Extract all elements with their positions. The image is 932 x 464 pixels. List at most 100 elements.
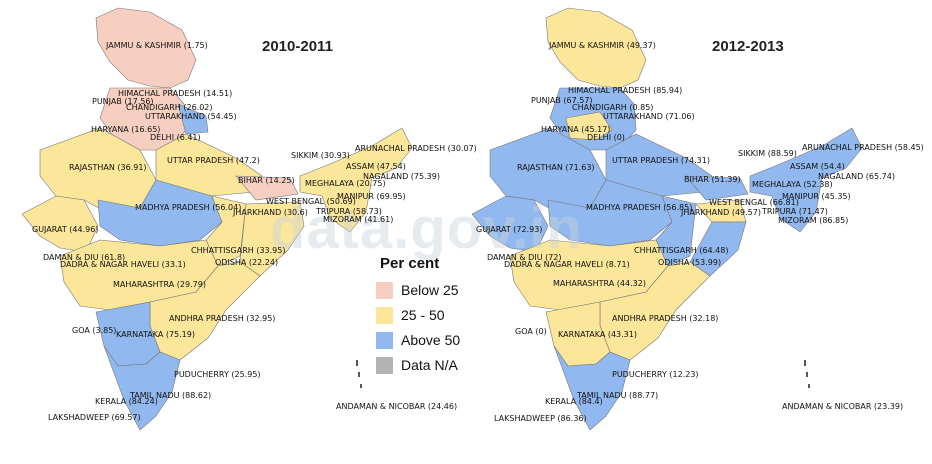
label-tamil-nadu-2012: TAMIL NADU (88.77) [577, 391, 659, 400]
label-daman-diu-2010: DAMAN & DIU (61.8) [43, 253, 126, 262]
label-assam-2010: ASSAM (47.54) [346, 162, 406, 171]
label-jharkhand-2012: JHARKHAND (49.57) [681, 208, 761, 217]
legend-item-25-50: 25 - 50 [376, 305, 486, 325]
region-south-2010 [103, 345, 181, 431]
label-daman-diu-2012: DAMAN & DIU (72) [487, 253, 562, 262]
label-madhya-pradesh-2012: MADHYA PRADESH (56.85) [586, 203, 693, 212]
label-dadra-nagar-haveli-2012: DADRA & NAGAR HAVELI (8.71) [504, 260, 630, 269]
label-kerala-2010: KERALA (84.24) [95, 397, 158, 406]
label-punjab-2010: PUNJAB (17.56) [92, 97, 154, 106]
label-assam-2012: ASSAM (54.4) [790, 162, 845, 171]
region-haryana-2012 [565, 111, 613, 141]
label-manipur-2012: MANIPUR (45.35) [782, 192, 851, 201]
region-ne-2012 [749, 127, 863, 233]
label-lakshadweep-2010: LAKSHADWEEP (69.57) [48, 413, 141, 422]
label-tamil-nadu-2010: TAMIL NADU (88.62) [130, 391, 212, 400]
map-title-2010-2011: 2010-2011 [262, 38, 333, 55]
legend-item-data-na: Data N/A [376, 355, 486, 375]
region-uttarakhand-2010 [177, 103, 209, 135]
region-mp-2010 [97, 179, 223, 247]
label-himachal-2010: HIMACHAL PRADESH (14.51) [118, 89, 233, 98]
legend-item-above-50: Above 50 [376, 330, 486, 350]
label-karnataka-2010: KARNATAKA (75.19) [116, 330, 195, 339]
region-bihar-2012 [685, 175, 749, 201]
label-goa-2012: GOA (0) [515, 327, 547, 336]
legend-label-below-25: Below 25 [401, 282, 459, 298]
label-lakshadweep-2012: LAKSHADWEEP (86.36) [494, 414, 587, 423]
label-uttarakhand-2010: UTTARAKHAND (54.45) [145, 112, 237, 121]
label-goa-2010: GOA (3.85) [72, 326, 117, 335]
legend-item-below-25: Below 25 [376, 280, 486, 300]
label-jammu-kashmir-2010: JAMMU & KASHMIR (1.75) [106, 41, 208, 50]
label-manipur-2010: MANIPUR (69.95) [337, 192, 406, 201]
label-uttar-pradesh-2010: UTTAR PRADESH (47.2) [167, 156, 260, 165]
label-meghalaya-2010: MEGHALAYA (20.75) [305, 179, 386, 188]
label-jammu-kashmir-2012: JAMMU & KASHMIR (49.37) [549, 41, 656, 50]
label-andhra-pradesh-2012: ANDHRA PRADESH (32.18) [612, 314, 719, 323]
swatch-data-na [376, 356, 393, 374]
label-bihar-2012: BIHAR (51.39) [684, 175, 741, 184]
label-nagaland-2012: NAGALAND (65.74) [818, 172, 895, 181]
region-bihar-2010 [235, 175, 299, 201]
label-uttar-pradesh-2012: UTTAR PRADESH (74.31) [612, 156, 710, 165]
label-punjab-2012: PUNJAB (67.57) [531, 96, 593, 105]
legend-label-above-50: Above 50 [401, 332, 461, 348]
label-arunachal-2012: ARUNACHAL PRADESH (58.45) [802, 143, 924, 152]
label-west-bengal-2012: WEST BENGAL (66.81) [709, 198, 799, 207]
label-uttarakhand-2012: UTTARAKHAND (71.06) [603, 112, 695, 121]
label-chandigarh-2012: CHANDIGARH (0.85) [572, 103, 654, 112]
label-andhra-pradesh-2010: ANDHRA PRADESH (32.95) [169, 314, 276, 323]
label-meghalaya-2012: MEGHALAYA (52.38) [752, 180, 833, 189]
legend: Per cent Below 25 25 - 50 Above 50 Data … [376, 255, 486, 380]
label-puducherry-2012: PUDUCHERRY (12.23) [612, 370, 699, 379]
region-gujarat-2010 [21, 195, 99, 253]
label-nagaland-2010: NAGALAND (75.39) [363, 172, 440, 181]
region-mp-2012 [547, 179, 673, 247]
region-gujarat-2012 [471, 195, 549, 253]
label-himachal-2012: HIMACHAL PRADESH (85.94) [568, 86, 683, 95]
label-andaman-nicobar-2010: ANDAMAN & NICOBAR (24.46) [336, 402, 458, 411]
label-gujarat-2010: GUJARAT (44.96) [32, 225, 99, 234]
andaman-islands [356, 360, 810, 388]
legend-label-data-na: Data N/A [401, 357, 458, 373]
label-delhi-2012: DELHI (0) [587, 133, 625, 142]
map-title-2012-2013: 2012-2013 [712, 38, 784, 55]
label-karnataka-2012: KARNATAKA (43.31) [558, 330, 637, 339]
label-haryana-2010: HARYANA (16.65) [91, 125, 161, 134]
label-maharashtra-2010: MAHARASHTRA (29.79) [113, 280, 206, 289]
map-2012-2013 [471, 7, 863, 431]
label-mizoram-2010: MIZORAM (41.61) [323, 215, 394, 224]
label-haryana-2012: HARYANA (45.17) [541, 125, 611, 134]
legend-title: Per cent [380, 255, 440, 272]
label-mizoram-2012: MIZORAM (86.85) [778, 216, 849, 225]
label-dadra-nagar-haveli-2010: DADRA & NAGAR HAVELI (33.1) [60, 260, 186, 269]
label-delhi-2010: DELHI (6.41) [150, 133, 201, 142]
label-bihar-2010: BIHAR (14.25) [238, 176, 295, 185]
label-jharkhand-2010: JHARKHAND (30.6) [233, 208, 308, 217]
label-puducherry-2010: PUDUCHERRY (25.95) [174, 370, 261, 379]
label-chhattisgarh-2010: CHHATTISGARH (33.95) [191, 246, 286, 255]
watermark: data.gov.in [270, 196, 583, 261]
label-chandigarh-2010: CHANDIGARH (26.02) [126, 103, 213, 112]
label-arunachal-2010: ARUNACHAL PRADESH (30.07) [355, 144, 477, 153]
label-andaman-nicobar-2012: ANDAMAN & NICOBAR (23.39) [782, 402, 904, 411]
label-sikkim-2010: SIKKIM (30.93) [291, 151, 350, 160]
label-tripura-2010: TRIPURA (58.73) [316, 207, 382, 216]
swatch-below-25 [376, 281, 393, 299]
label-odisha-2010: ODISHA (22.24) [215, 258, 279, 267]
legend-label-25-50: 25 - 50 [401, 307, 445, 323]
map-2010-2011 [21, 7, 413, 431]
label-rajasthan-2012: RAJASTHAN (71.63) [517, 163, 595, 172]
label-odisha-2012: ODISHA (53.99) [658, 258, 722, 267]
swatch-above-50 [376, 331, 393, 349]
label-chhattisgarh-2012: CHHATTISGARH (64.48) [634, 246, 729, 255]
label-sikkim-2012: SIKKIM (88.59) [738, 149, 797, 158]
label-west-bengal-2010: WEST BENGAL (50.69) [266, 197, 356, 206]
label-gujarat-2012: GUJARAT (72.93) [476, 225, 543, 234]
region-odisha-2012 [689, 221, 747, 277]
label-maharashtra-2012: MAHARASHTRA (44.32) [553, 279, 646, 288]
label-rajasthan-2010: RAJASTHAN (36.91) [69, 163, 147, 172]
label-madhya-pradesh-2010: MADHYA PRADESH (56.04) [135, 203, 242, 212]
region-jk-2012 [545, 7, 647, 89]
